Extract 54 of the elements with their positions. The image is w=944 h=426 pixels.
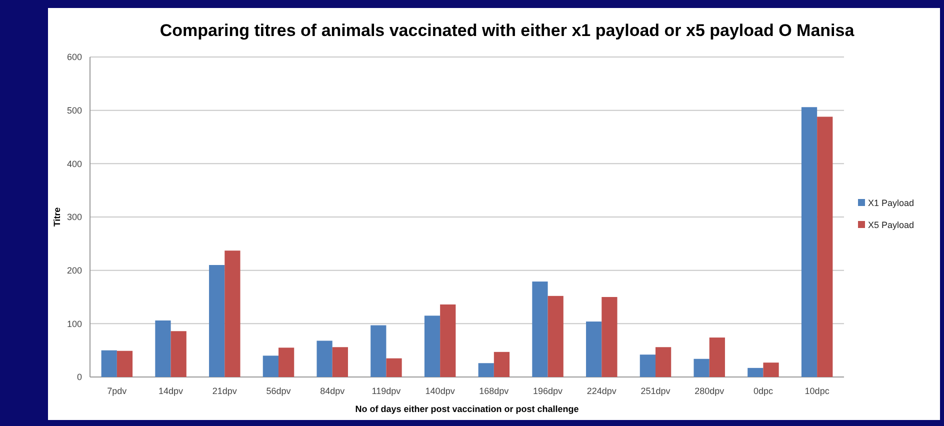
bar	[494, 352, 510, 377]
bar	[748, 368, 764, 377]
bar	[332, 347, 348, 377]
bar	[278, 348, 294, 377]
bar	[709, 338, 725, 377]
bar	[316, 340, 332, 377]
bar	[548, 296, 564, 377]
y-tick-label: 100	[66, 318, 82, 329]
bar	[763, 362, 779, 377]
bar	[170, 331, 186, 377]
bar	[801, 107, 818, 377]
y-tick-label: 200	[66, 265, 82, 276]
y-tick-label: 300	[66, 212, 82, 222]
bar	[224, 250, 240, 377]
bar	[640, 354, 656, 377]
x-tick-label: 21dpv	[212, 386, 238, 396]
x-tick-label: 140dpv	[425, 386, 456, 396]
y-tick-label: 500	[66, 105, 82, 116]
bar	[602, 297, 618, 377]
x-tick-label: 280dpv	[694, 386, 725, 396]
x-tick-label: 196dpv	[533, 386, 564, 396]
bar	[424, 316, 440, 377]
x-tick-label: 56dpv	[266, 386, 292, 396]
y-axis-title: Titre	[52, 207, 62, 227]
y-tick-label: 400	[66, 158, 82, 169]
x-tick-label: 14dpv	[158, 386, 184, 396]
bar	[262, 356, 278, 377]
x-tick-label: 84dpv	[320, 386, 346, 396]
x-tick-label: 7pdv	[107, 386, 128, 396]
chart-title: Comparing titres of animals vaccinated with either x1 payload or x5 payload O Manisa	[160, 21, 855, 40]
x-tick-label: 168dpv	[479, 386, 510, 396]
x-tick-label: 224dpv	[586, 386, 617, 396]
y-tick-label: 600	[66, 52, 82, 62]
y-tick-label: 0	[76, 372, 82, 382]
x-tick-label: 119dpv	[372, 386, 402, 396]
x-tick-label: 10dpc	[804, 386, 830, 396]
x-tick-label: 0dpc	[753, 386, 774, 396]
bar	[101, 350, 117, 377]
x-tick-label: 251dpv	[640, 386, 671, 396]
legend-label: X5 Payload	[868, 220, 914, 230]
bar	[155, 320, 171, 377]
bar	[209, 265, 225, 377]
bar	[386, 358, 402, 377]
bar	[694, 358, 710, 377]
bar	[440, 304, 456, 377]
x-axis-title: No of days either post vaccination or post challenge	[355, 404, 579, 414]
bar	[370, 325, 386, 377]
bar	[586, 322, 602, 377]
bar	[116, 350, 133, 377]
bar	[656, 347, 672, 377]
bar	[478, 363, 494, 377]
legend-label: X1 Payload	[868, 198, 914, 208]
bar	[817, 116, 833, 377]
bar	[532, 282, 548, 377]
